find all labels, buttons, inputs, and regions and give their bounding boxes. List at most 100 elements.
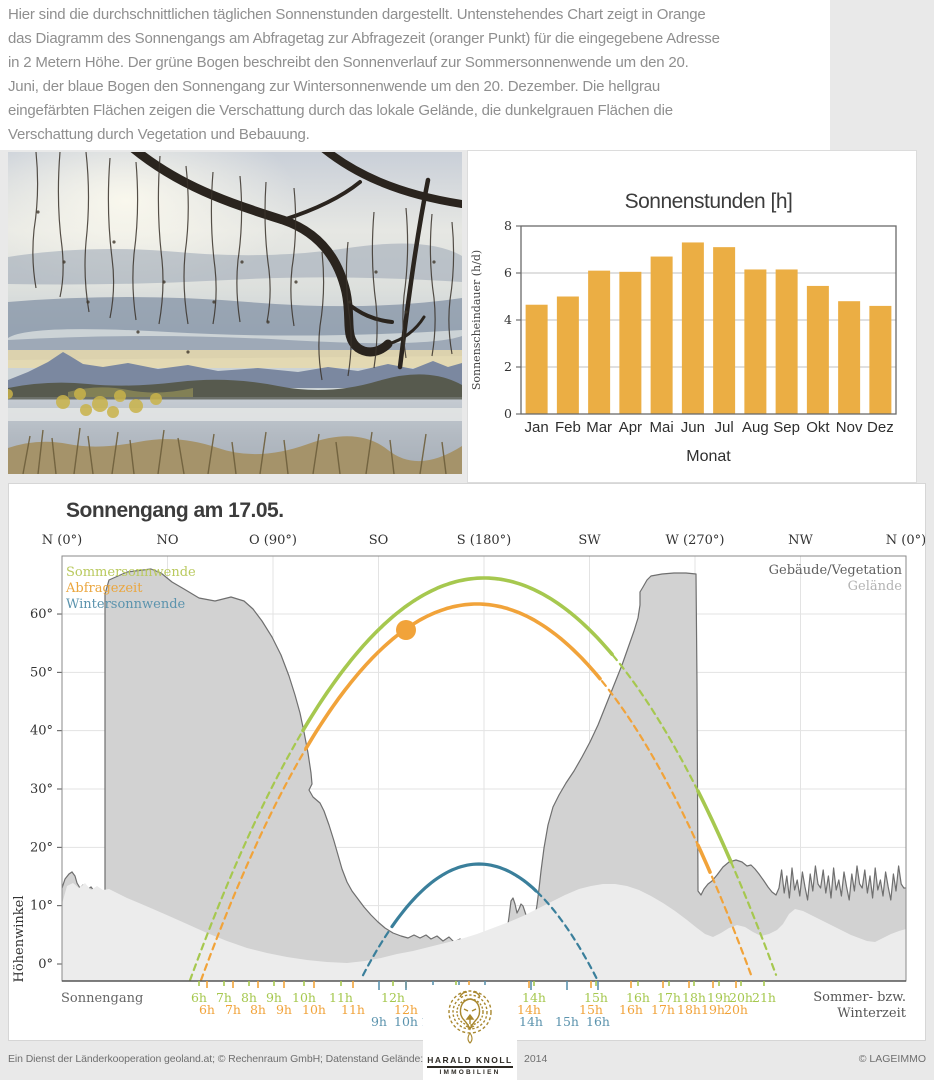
time-label: 7h [225,1002,241,1017]
y-tick-label: 60° [30,607,53,622]
x-tick-label: Mar [586,419,612,436]
bar [744,269,767,414]
legend-wintersonnwende: Wintersonnwende [66,597,186,612]
x-tick-label: Jul [715,419,734,436]
x-tick-label: Apr [619,419,642,436]
arc-abfragezeit-dashed [199,747,308,982]
company-logo: HARALD KNOLL IMMOBILIEN [423,985,517,1080]
time-label: 19h [701,1002,725,1017]
y-tick-label: 2 [504,359,512,374]
arc-abfragezeit-solid [304,602,602,751]
arc-wintersonnwende-solid [390,862,538,929]
time-label: 14h [519,1014,543,1029]
legend-right: Gelände [848,579,903,594]
legend-abfragezeit: Abfragezeit [65,581,143,596]
time-label: 20h [724,1002,748,1017]
footer-credit: Ein Dienst der Länderkooperation geoland… [8,1053,452,1065]
arc-abfragezeit-solid [696,843,712,874]
time-label: 14h [517,1002,541,1017]
logo-name: HARALD KNOLL [427,1055,513,1068]
legend-right: Gebäude/Vegetation [769,563,903,578]
bar [681,242,704,414]
time-label: 9h [266,990,282,1005]
arc-sommersonnwende-solid [696,789,733,864]
bar [869,305,892,414]
photo-illustration [8,152,462,474]
bar [650,256,673,414]
x-axis-caption-right: Sommer- bzw. [813,990,906,1005]
bar [838,301,861,414]
y-tick-label: 20° [30,840,53,855]
sun-hours-bar-chart: Sonnenstunden [h] 0 2 4 6 8 Jan Feb Mar Apr Mai Jun… [470,190,897,465]
bar [713,247,736,414]
bar [775,269,798,414]
time-label: 11h [329,990,353,1005]
time-label: 16h [586,1014,610,1029]
time-label: 10h [292,990,316,1005]
arc-sommersonnwende-dashed [611,654,699,791]
compass-label: SO [369,533,389,548]
y-tick-label: 30° [30,782,53,797]
legend-sommersonnwende: Sommersonnwende [66,565,196,580]
time-label: 20h [729,990,753,1005]
time-label: 7h [216,990,232,1005]
y-tick-label: 0° [38,957,53,972]
bar-chart-title: Sonnenstunden [h] [625,190,793,213]
compass-label: N (0°) [886,533,925,548]
compass-label: SW [578,533,601,548]
arc-abfragezeit-dashed [600,680,700,847]
sun-path-chart: Sonnengang am 17.05. N (0°) NO O (90°) SO S (… [12,499,926,1029]
sun-chart-title: Sonnengang am 17.05. [66,499,284,522]
y-tick-label: 8 [504,218,512,233]
terrain-buildings-vegetation [105,569,906,981]
time-label: 14h [522,990,546,1005]
arc-wintersonnwende-dashed [535,890,599,981]
x-tick-label: Jun [681,419,705,436]
time-label: 6h [191,990,207,1005]
time-label: 16h [619,1002,643,1017]
terrain-gelaende [62,883,906,981]
intro-paragraph: Hier sind die durchschnittlichen täglich… [8,6,720,143]
y-tick-label: 50° [30,665,53,680]
intro-block: Hier sind die durchschnittlichen täglich… [0,0,830,150]
compass-label: O (90°) [249,533,297,548]
sun-path-chart-card: Sonnengang am 17.05. N (0°) NO O (90°) SO S (… [8,483,926,1041]
arc-sommersonnwende-solid [301,576,614,733]
arc-wintersonnwende-dashed [361,928,392,977]
y-tick-label: 40° [30,724,53,739]
x-axis-label: Monat [686,448,731,465]
x-tick-label: Mai [650,419,674,436]
x-tick-label: Jan [525,419,549,436]
time-label: 10h [302,1002,326,1017]
arc-abfragezeit-dashed [710,875,753,976]
x-tick-label: Feb [555,419,581,436]
bar [588,270,611,414]
logo-subtitle: IMMOBILIEN [439,1069,501,1076]
x-tick-label: Nov [836,419,863,436]
compass-label: W (270°) [666,533,725,548]
time-label: 18h [677,1002,701,1017]
y-tick-label: 6 [504,265,512,280]
y-axis-caption: Höhenwinkel [12,896,27,983]
bar [556,296,579,414]
footer-brand: © LAGEIMMO [858,1053,926,1065]
x-axis-caption-right: Winterzeit [837,1006,906,1021]
time-label: 17h [657,990,681,1005]
time-label: 17h [651,1002,675,1017]
time-label: 9h [371,1014,387,1029]
time-label: 8h [250,1002,266,1017]
plot-border [520,225,897,415]
footer-year: 2014 [524,1053,548,1065]
x-axis-caption-left: Sonnengang [61,991,143,1006]
x-tick-label: Sep [773,419,800,436]
time-label: 16h [626,990,650,1005]
time-label: 15h [584,990,608,1005]
time-label: 15h [579,1002,603,1017]
time-label: 8h [241,990,257,1005]
compass-label: S (180°) [457,533,512,548]
arc-sommersonnwende-dashed [729,860,778,976]
time-label: 12h [381,990,405,1005]
time-label: 9h [276,1002,292,1017]
lion-icon [448,990,492,1044]
y-axis-label: Sonnenscheindauer (h/d) [470,250,483,390]
